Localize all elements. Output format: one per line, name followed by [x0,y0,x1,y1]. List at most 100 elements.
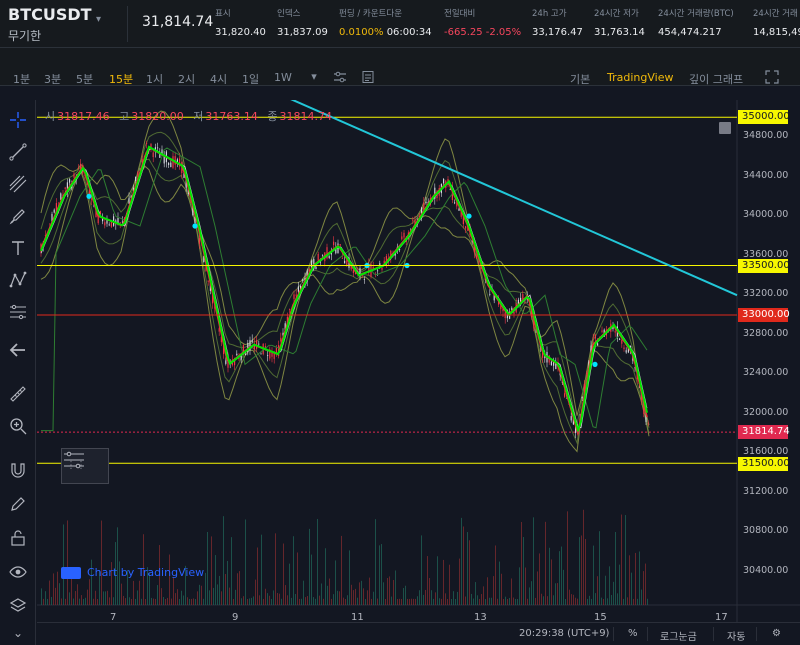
candle-body [55,203,57,216]
candle-body [80,163,82,169]
edit-lock-icon[interactable] [6,492,30,516]
funding-countdown: 06:00:34 [386,27,432,38]
brush-tool-icon[interactable] [6,204,30,228]
magnet-icon[interactable] [6,458,30,482]
volume-bar [219,575,220,605]
stat-index-price: 인덱스 31,837.09 [277,7,328,38]
volume-bar [469,540,470,605]
level-label-31500[interactable]: 31500.00 [738,457,790,471]
candle-body [513,312,515,314]
volume-bar [621,514,622,605]
candle-body [403,232,405,238]
view-basic[interactable]: 기본 [570,73,591,86]
chart-list-icon[interactable] [361,70,375,84]
arrow-left-icon[interactable] [6,338,30,362]
volume-bar [331,598,332,605]
candle-body [53,209,55,213]
volume-bar [95,590,96,605]
eye-icon[interactable] [6,560,30,584]
pattern-tool-icon[interactable] [6,268,30,292]
volume-bar [145,598,146,605]
interval-5m[interactable]: 5분 [76,73,94,86]
volume-bar [75,591,76,605]
indicator-settings-icon[interactable] [333,70,347,84]
volume-bar [233,598,234,605]
ohlc-legend: 시 31817.46 고 31820.00 저 31763.14 종 31814.74 [45,108,332,124]
volume-bar [573,594,574,605]
floating-drawing-panel[interactable]: ⋮⋮ [61,448,109,484]
collapse-toolbar-icon[interactable]: ⌄ [12,626,24,640]
candle-body [137,171,139,175]
fullscreen-icon[interactable] [765,70,779,84]
interval-1d[interactable]: 1일 [242,73,260,86]
view-tradingview[interactable]: TradingView [607,71,674,84]
volume-bar [253,596,254,605]
interval-3m[interactable]: 3분 [44,73,62,86]
layers-icon[interactable] [6,594,30,618]
auto-scale-toggle[interactable]: 자동 [727,632,746,643]
interval-1m[interactable]: 1분 [13,73,31,86]
stat-label: 24시간 거래 [753,9,798,19]
ruler-icon[interactable] [6,382,30,406]
percent-scale-toggle[interactable]: % [628,628,638,639]
volume-bar [191,598,192,605]
chevron-down-icon[interactable]: ▾ [96,14,102,25]
volume-bar [639,551,640,605]
candle-body [238,358,240,360]
fib-tool-icon[interactable] [6,172,30,196]
candle-body [502,308,504,312]
candle-body [581,397,583,399]
volume-bar [223,516,224,605]
volume-bar [345,598,346,605]
interval-1h[interactable]: 1시 [146,73,164,86]
trendline-tool-icon[interactable] [6,140,30,164]
candle-body [264,346,266,348]
interval-dropdown-icon[interactable]: ▾ [311,70,317,83]
candle-body [258,343,260,345]
level-label-33000[interactable]: 33000.00 [738,308,790,322]
volume-bar [479,598,480,605]
level-label-35000[interactable]: 35000.00 [738,110,790,124]
log-scale-toggle[interactable]: 로그눈금 [660,632,697,643]
view-depth[interactable]: 깊이 그래프 [689,73,744,86]
volume-bar [61,598,62,605]
interval-1w[interactable]: 1W [274,71,292,84]
x-tick: 9 [232,612,239,623]
price-chart[interactable]: 시 31817.46 고 31820.00 저 31763.14 종 31814.74 … [37,100,800,645]
volume-bar [627,597,628,605]
signal-dot [466,213,472,219]
candle-body [476,255,478,259]
lock-icon[interactable] [6,526,30,550]
volume-bar [185,565,186,605]
volume-bar [111,562,112,605]
candle-body [108,224,110,226]
volume-bar [353,590,354,605]
volume-bar [631,572,632,605]
volume-bar [423,594,424,605]
volume-bar [539,553,540,605]
tradingview-watermark[interactable]: Chart by TradingView [61,566,204,579]
volume-bar [301,598,302,605]
close-value: 31814.74 [279,110,333,123]
measure-tool-icon[interactable] [62,449,86,471]
volume-bar [161,588,162,605]
chart-settings-icon[interactable] [719,122,731,134]
interval-4h[interactable]: 4시 [210,73,228,86]
volume-bar [541,593,542,605]
symbol-name[interactable]: BTCUSDT [8,5,92,24]
level-label-33500[interactable]: 33500.00 [738,259,790,273]
volume-bar [529,587,530,605]
volume-bar [527,598,528,605]
interval-2h[interactable]: 2시 [178,73,196,86]
divider [713,627,714,641]
zoom-in-icon[interactable] [6,414,30,438]
text-tool-icon[interactable] [6,236,30,260]
volume-bar [329,578,330,605]
gear-icon[interactable]: ⚙ [772,628,781,639]
candle-body [592,337,594,339]
measure-tool-icon[interactable] [6,300,30,324]
volume-bar [317,518,318,605]
crosshair-icon[interactable] [6,108,30,132]
volume-bar [429,578,430,605]
interval-15m[interactable]: 15분 [109,73,134,86]
